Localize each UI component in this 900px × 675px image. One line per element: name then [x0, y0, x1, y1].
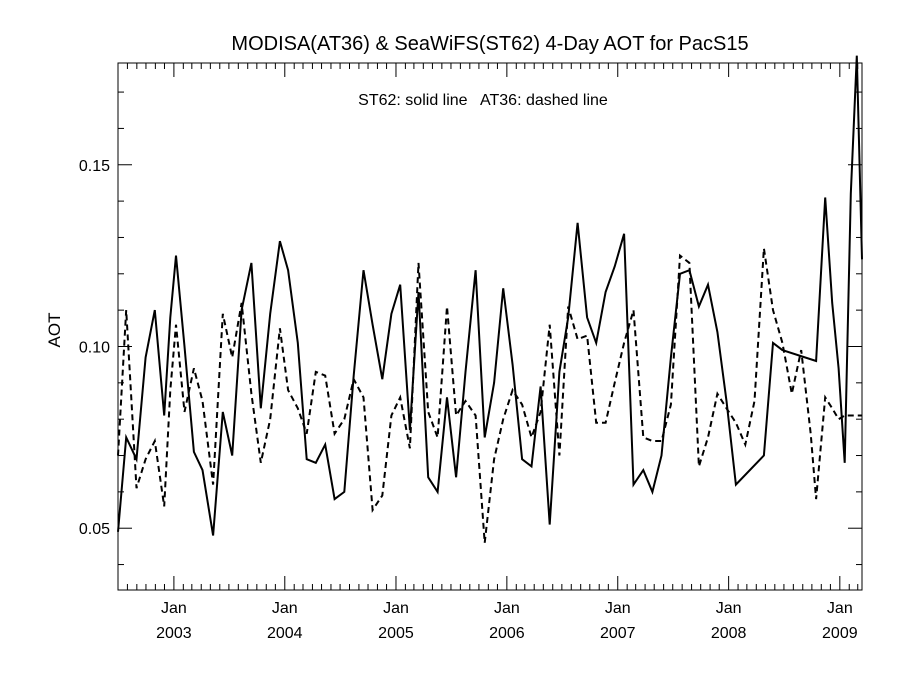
x-tick-label-year: 2006	[489, 625, 525, 642]
series-line-at36	[117, 248, 862, 543]
x-tick-label-month: Jan	[827, 600, 853, 617]
x-tick-label-month: Jan	[161, 600, 187, 617]
x-tick-label-year: 2003	[156, 625, 192, 642]
chart-title: MODISA(AT36) & SeaWiFS(ST62) 4-Day AOT f…	[231, 33, 748, 55]
x-tick-label-month: Jan	[272, 600, 298, 617]
x-tick-label-month: Jan	[605, 600, 631, 617]
y-tick-label: 0.05	[79, 521, 110, 538]
series-line-st62	[117, 55, 863, 536]
y-tick-label: 0.15	[79, 158, 110, 175]
axis-tick-labels: Jan 2003 Jan 2004 Jan 2005 Jan 2006 Jan 2007 Jan 20…	[79, 158, 858, 642]
x-tick-label-year: 2005	[378, 625, 414, 642]
x-tick-label-year: 2008	[711, 625, 747, 642]
axis-ticks	[117, 63, 862, 590]
x-tick-label-year: 2009	[822, 625, 858, 642]
x-tick-label-year: 2007	[600, 625, 636, 642]
x-tick-label-month: Jan	[716, 600, 742, 617]
x-tick-label-month: Jan	[494, 600, 520, 617]
data-series	[117, 55, 863, 543]
x-tick-label-month: Jan	[383, 600, 409, 617]
y-axis-label: AOT	[45, 313, 64, 348]
plot-frame	[117, 62, 863, 591]
x-tick-label-year: 2004	[267, 625, 303, 642]
line-style-annotation: ST62: solid line AT36: dashed line	[358, 92, 608, 109]
y-tick-label: 0.10	[79, 339, 110, 356]
